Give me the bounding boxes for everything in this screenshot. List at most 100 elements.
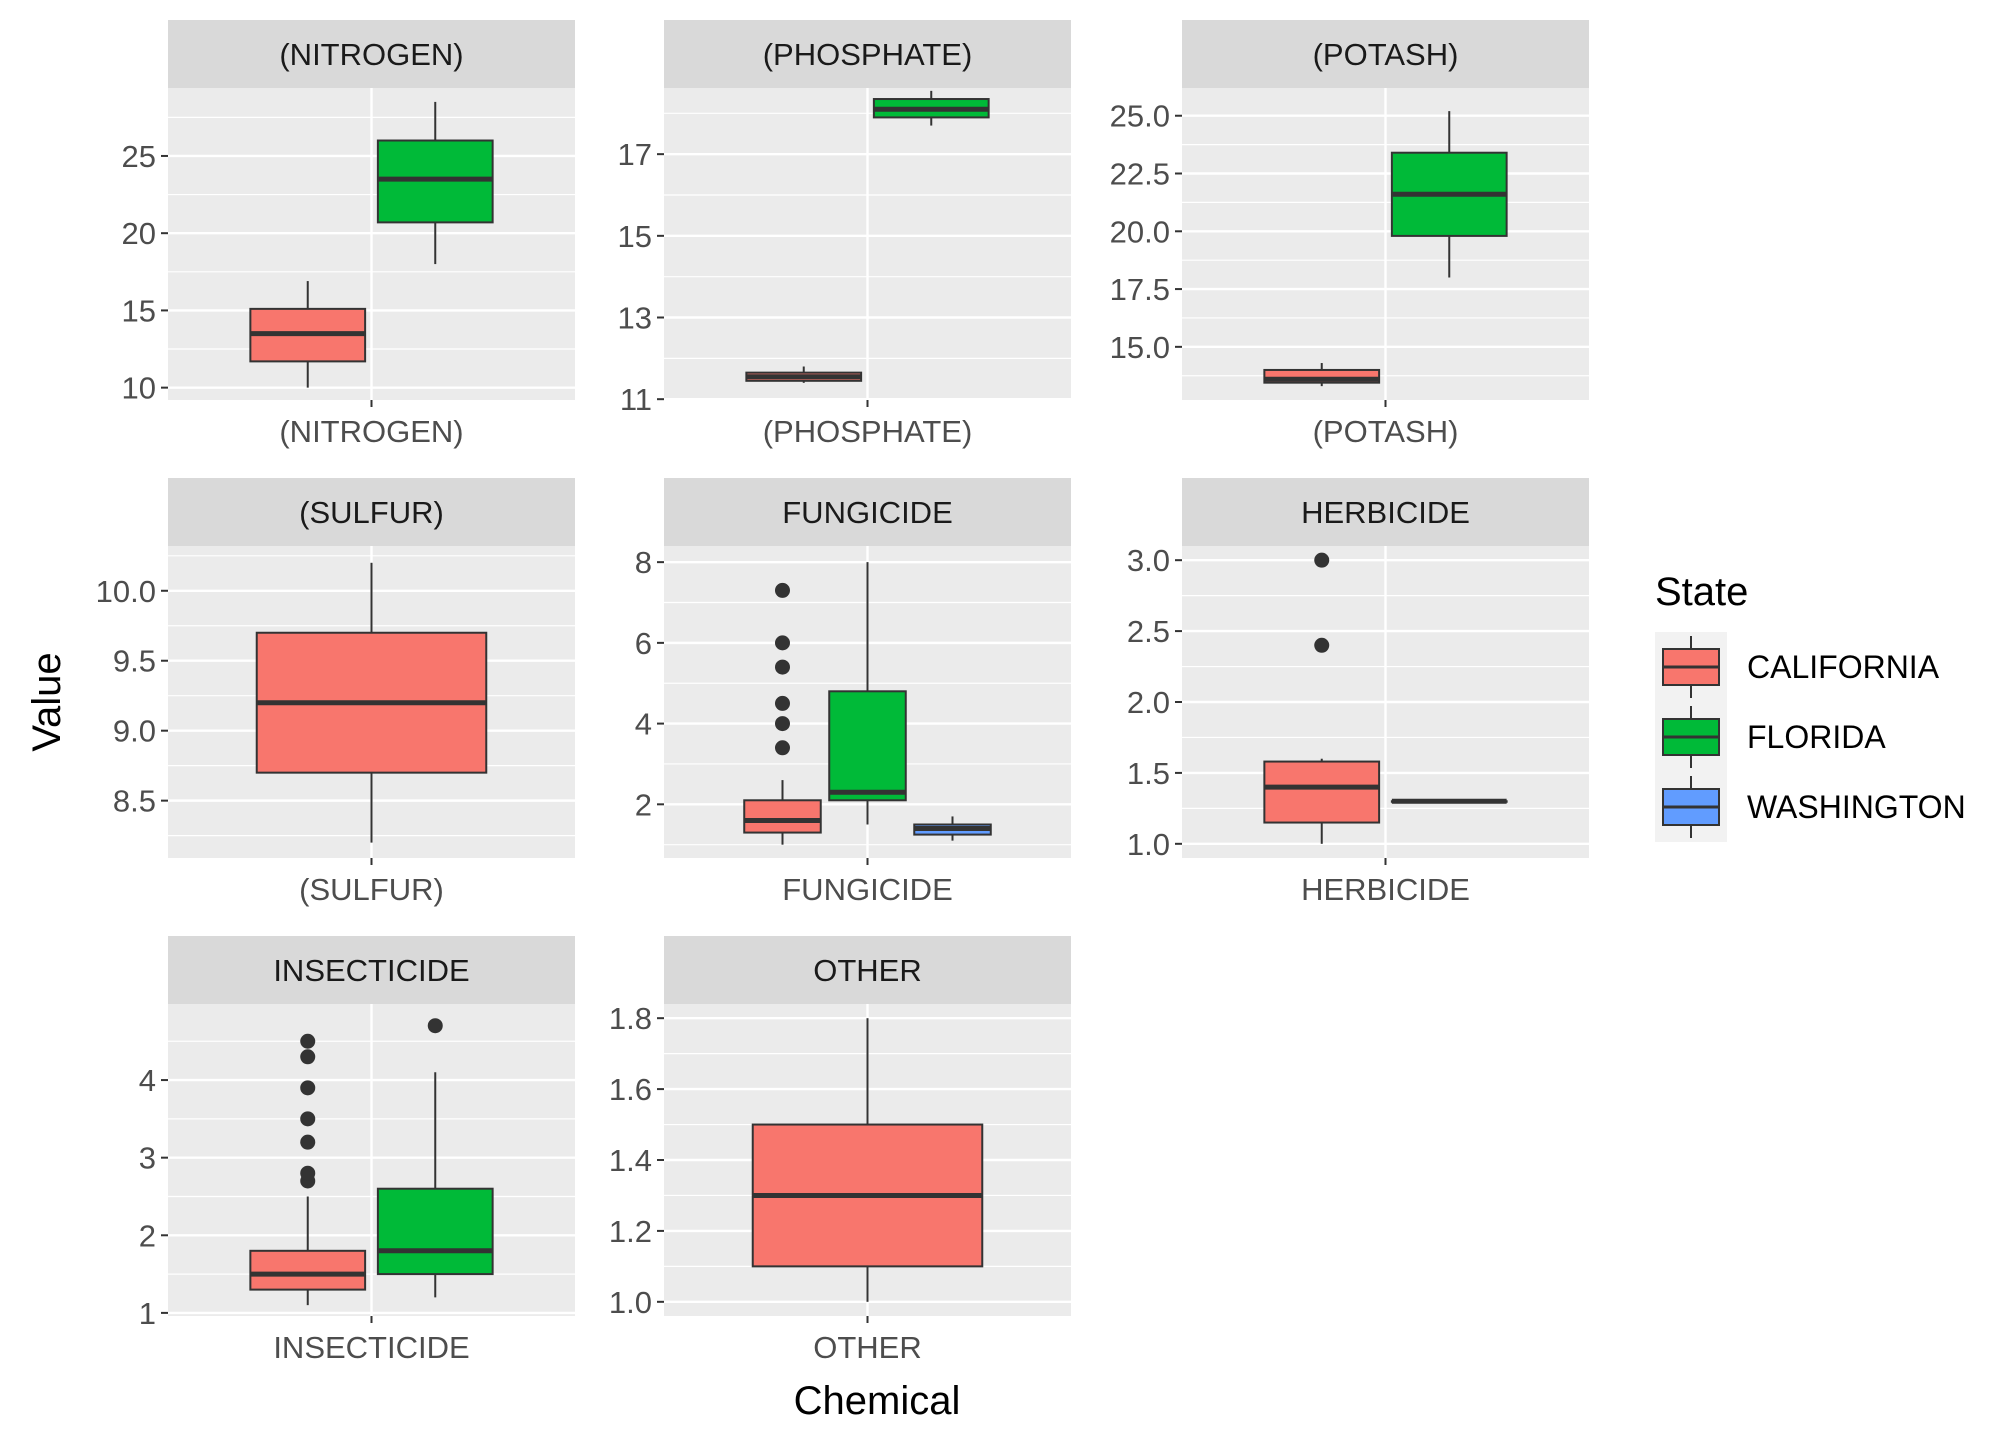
y-tick-label: 8 xyxy=(635,545,652,580)
box-california xyxy=(249,281,367,388)
outlier-point xyxy=(1314,637,1330,653)
facet-strip-label: INSECTICIDE xyxy=(273,953,469,988)
box-california xyxy=(751,1018,984,1302)
x-tick-label: (NITROGEN) xyxy=(279,414,463,449)
y-tick-label: 1.6 xyxy=(609,1072,652,1107)
y-tick-label: 15 xyxy=(618,219,652,254)
facet-strip xyxy=(664,478,1071,546)
legend-title: State xyxy=(1655,570,1748,614)
facet-strip xyxy=(664,20,1071,88)
box-body xyxy=(376,1187,494,1276)
facet-herbicide: HERBICIDE 1.0 1.5 2.0 2.5 3.0 HERBICIDE xyxy=(1127,478,1589,907)
outlier-point xyxy=(774,635,790,651)
y-tick-label: 1.0 xyxy=(609,1285,652,1320)
box-california xyxy=(743,582,822,845)
y-tick-label: 1.2 xyxy=(609,1214,652,1249)
facet-strip-label: FUNGICIDE xyxy=(782,495,953,530)
box-california xyxy=(255,562,488,843)
facet-strip-label: (PHOSPHATE) xyxy=(763,37,973,72)
legend-entry-florida: FLORIDA xyxy=(1655,702,1886,772)
x-tick-label: (POTASH) xyxy=(1313,414,1459,449)
facet-strip-label: (POTASH) xyxy=(1313,37,1459,72)
y-tick-label: 15.0 xyxy=(1110,330,1170,365)
box-florida xyxy=(872,90,990,126)
box-body xyxy=(1263,760,1381,824)
x-tick-label: OTHER xyxy=(813,1330,922,1365)
x-tick-label: (PHOSPHATE) xyxy=(763,414,973,449)
y-tick-label: 1.0 xyxy=(1127,827,1170,862)
y-tick-label: 22.5 xyxy=(1110,157,1170,192)
box-body xyxy=(249,1249,367,1291)
y-tick-label: 3 xyxy=(139,1141,156,1176)
facet-strip xyxy=(664,936,1071,1004)
legend: State CALIFORNIA FLORIDA WASHINGTON xyxy=(1655,570,1966,842)
x-tick-label: FUNGICIDE xyxy=(782,872,953,907)
y-tick-label: 15 xyxy=(122,293,156,328)
facet-fungicide: FUNGICIDE 2 4 6 8 FUNGICIDE xyxy=(635,478,1071,907)
box-washington xyxy=(913,816,992,841)
outlier-point xyxy=(774,659,790,675)
y-tick-label: 25.0 xyxy=(1110,99,1170,134)
box-body xyxy=(828,690,907,802)
y-tick-label: 1.8 xyxy=(609,1001,652,1036)
legend-entry-washington: WASHINGTON xyxy=(1655,772,1966,842)
facet-strip xyxy=(168,936,575,1004)
box-body xyxy=(743,799,822,834)
y-tick-label: 3.0 xyxy=(1127,543,1170,578)
y-tick-label: 17 xyxy=(618,137,652,172)
x-tick-label: INSECTICIDE xyxy=(273,1330,469,1365)
outlier-point xyxy=(300,1049,316,1065)
box-florida xyxy=(1390,798,1508,804)
y-tick-label: 10 xyxy=(122,371,156,406)
y-tick-label: 2.0 xyxy=(1127,685,1170,720)
facet-strip xyxy=(168,20,575,88)
facet-insecticide: INSECTICIDE 1 2 3 4 INSECTICIDE xyxy=(139,936,575,1365)
outlier-point xyxy=(774,716,790,732)
y-tick-label: 25 xyxy=(122,139,156,174)
y-tick-label: 8.5 xyxy=(113,784,156,819)
y-tick-label: 6 xyxy=(635,626,652,661)
outlier-point xyxy=(774,740,790,756)
y-tick-label: 20.0 xyxy=(1110,214,1170,249)
facet-strip-label: HERBICIDE xyxy=(1301,495,1470,530)
facet-phosphate: (PHOSPHATE) 11 13 15 17 (PHOSPHATE) xyxy=(618,20,1071,449)
facet-strip-label: (NITROGEN) xyxy=(279,37,463,72)
box-florida xyxy=(1390,111,1508,278)
y-tick-label: 4 xyxy=(139,1063,156,1098)
outlier-point xyxy=(300,1111,316,1127)
legend-label: FLORIDA xyxy=(1747,719,1886,755)
facet-sulfur: (SULFUR) 8.5 9.0 9.5 10.0 (SULFUR) xyxy=(96,478,575,907)
y-tick-label: 2 xyxy=(139,1218,156,1253)
y-tick-label: 17.5 xyxy=(1110,272,1170,307)
y-tick-label: 20 xyxy=(122,216,156,251)
outlier-point xyxy=(300,1033,316,1049)
y-tick-label: 2 xyxy=(635,787,652,822)
box-california xyxy=(249,1033,367,1306)
facet-panels: (NITROGEN) 10 15 20 25 (NITROGEN) (PHOSPHATE) 1… xyxy=(96,20,1589,1365)
facet-strip xyxy=(1182,20,1589,88)
y-tick-label: 1.4 xyxy=(609,1143,652,1178)
y-tick-label: 9.0 xyxy=(113,714,156,749)
x-tick-label: HERBICIDE xyxy=(1301,872,1470,907)
outlier-point xyxy=(300,1165,316,1181)
facet-nitrogen: (NITROGEN) 10 15 20 25 (NITROGEN) xyxy=(122,20,575,449)
facet-strip xyxy=(168,478,575,546)
legend-label: WASHINGTON xyxy=(1747,789,1966,825)
y-axis-title: Value xyxy=(25,652,69,751)
y-tick-label: 2.5 xyxy=(1127,614,1170,649)
legend-label: CALIFORNIA xyxy=(1747,649,1940,685)
x-tick-label: (SULFUR) xyxy=(299,872,444,907)
legend-entry-california: CALIFORNIA xyxy=(1655,632,1940,702)
outlier-point xyxy=(774,582,790,598)
x-axis-title: Chemical xyxy=(794,1379,961,1423)
y-tick-label: 11 xyxy=(620,382,652,417)
box-florida xyxy=(828,562,907,825)
facet-strip-label: OTHER xyxy=(813,953,922,988)
box-florida xyxy=(376,1018,494,1298)
outlier-point xyxy=(300,1134,316,1150)
y-tick-label: 9.5 xyxy=(113,644,156,679)
box-california xyxy=(1263,552,1381,844)
facet-potash: (POTASH) 15.0 17.5 20.0 22.5 25.0 (POTASH) xyxy=(1110,20,1589,449)
box-california xyxy=(1263,363,1381,387)
